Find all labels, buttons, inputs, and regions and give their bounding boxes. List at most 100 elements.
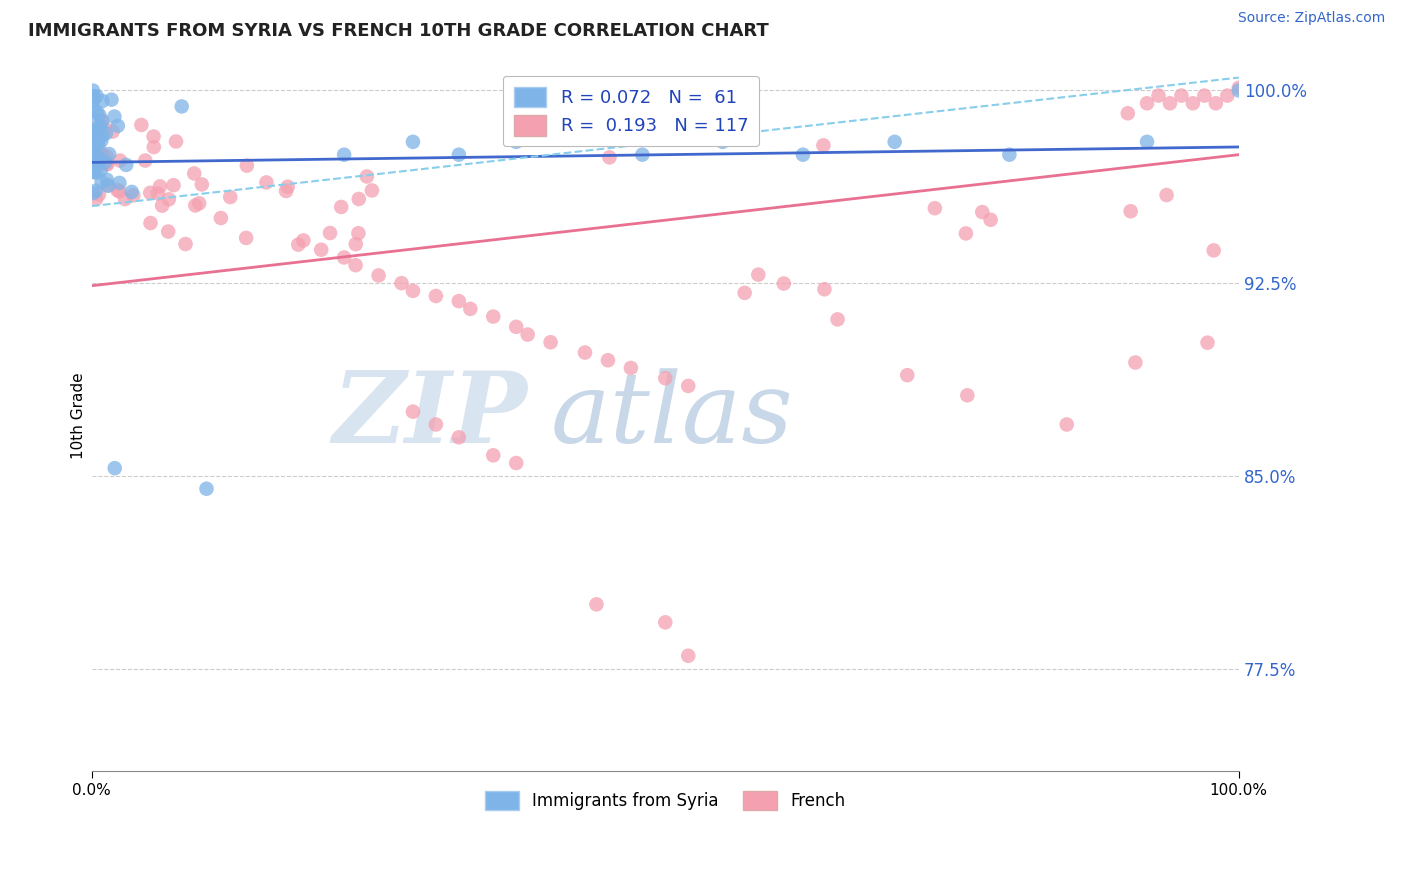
Point (447, 147, 470, 161)
Point (574, 345, 596, 359)
Point (1136, 135, 1159, 149)
Point (620, 361, 643, 376)
Text: atlas: atlas (551, 368, 793, 463)
Point (505, 319, 527, 334)
Point (97, 178, 120, 193)
Point (82, 94, 104, 108)
Point (96, 173, 118, 187)
Point (1202, 244, 1225, 258)
Point (402, 284, 425, 298)
Point (91, 149, 114, 163)
Point (447, 294, 470, 309)
Point (90, 155, 112, 169)
Legend: Immigrants from Syria, French: Immigrants from Syria, French (478, 784, 852, 816)
Point (98, 147, 121, 161)
Point (287, 237, 309, 252)
Point (87, 132, 110, 146)
Point (792, 147, 814, 161)
Point (184, 198, 207, 212)
Point (209, 211, 232, 225)
Point (83, 163, 105, 178)
Point (96, 157, 118, 171)
Point (97, 178, 120, 193)
Point (402, 404, 425, 418)
Point (188, 196, 211, 211)
Point (598, 150, 620, 164)
Point (254, 176, 277, 190)
Point (86, 105, 108, 120)
Y-axis label: 10th Grade: 10th Grade (72, 372, 86, 458)
Point (89, 108, 111, 122)
Point (772, 277, 794, 291)
Text: IMMIGRANTS FROM SYRIA VS FRENCH 10TH GRADE CORRELATION CHART: IMMIGRANTS FROM SYRIA VS FRENCH 10TH GRA… (28, 22, 769, 40)
Point (90, 134, 112, 148)
Point (1147, 88, 1170, 103)
Point (344, 237, 367, 252)
Text: Source: ZipAtlas.com: Source: ZipAtlas.com (1237, 11, 1385, 25)
Point (115, 158, 138, 172)
Point (107, 119, 129, 133)
Point (191, 178, 214, 192)
Point (87, 154, 110, 169)
Point (1227, 81, 1250, 95)
Point (676, 648, 699, 663)
Point (274, 184, 297, 198)
Point (162, 178, 184, 193)
Point (1227, 83, 1250, 97)
Point (94, 157, 117, 171)
Point (482, 310, 505, 324)
Point (1170, 88, 1192, 103)
Point (87, 152, 110, 166)
Point (183, 166, 205, 180)
Point (367, 268, 389, 283)
Text: ZIP: ZIP (333, 368, 527, 464)
Point (83, 139, 105, 153)
Point (631, 147, 654, 161)
Point (972, 205, 994, 219)
Point (236, 159, 259, 173)
Point (174, 237, 197, 252)
Point (735, 126, 758, 140)
Point (195, 482, 218, 496)
Point (505, 456, 527, 470)
Point (82, 114, 104, 128)
Point (813, 282, 835, 296)
Point (956, 388, 979, 402)
Point (347, 192, 370, 206)
Point (347, 226, 370, 240)
Point (91, 114, 114, 128)
Point (1159, 96, 1181, 111)
Point (131, 118, 153, 132)
Point (654, 371, 676, 385)
Point (333, 147, 356, 161)
Point (83, 126, 105, 140)
Point (391, 276, 413, 290)
Point (596, 353, 619, 368)
Point (121, 185, 143, 199)
Point (1194, 88, 1216, 103)
Point (1216, 88, 1239, 103)
Point (654, 615, 676, 630)
Point (711, 135, 734, 149)
Point (1156, 188, 1178, 202)
Point (170, 99, 193, 113)
Point (87, 152, 110, 166)
Point (84, 184, 107, 198)
Point (139, 216, 162, 230)
Point (361, 183, 384, 197)
Point (87, 122, 110, 136)
Point (87, 138, 110, 153)
Point (122, 188, 145, 202)
Point (84, 137, 107, 152)
Point (101, 124, 124, 138)
Point (734, 285, 756, 300)
Point (149, 179, 172, 194)
Point (447, 430, 470, 444)
Point (219, 190, 242, 204)
Point (83, 163, 105, 178)
Point (93, 120, 115, 134)
Point (955, 227, 977, 241)
Point (540, 335, 562, 350)
Point (84, 166, 107, 180)
Point (90, 163, 112, 178)
